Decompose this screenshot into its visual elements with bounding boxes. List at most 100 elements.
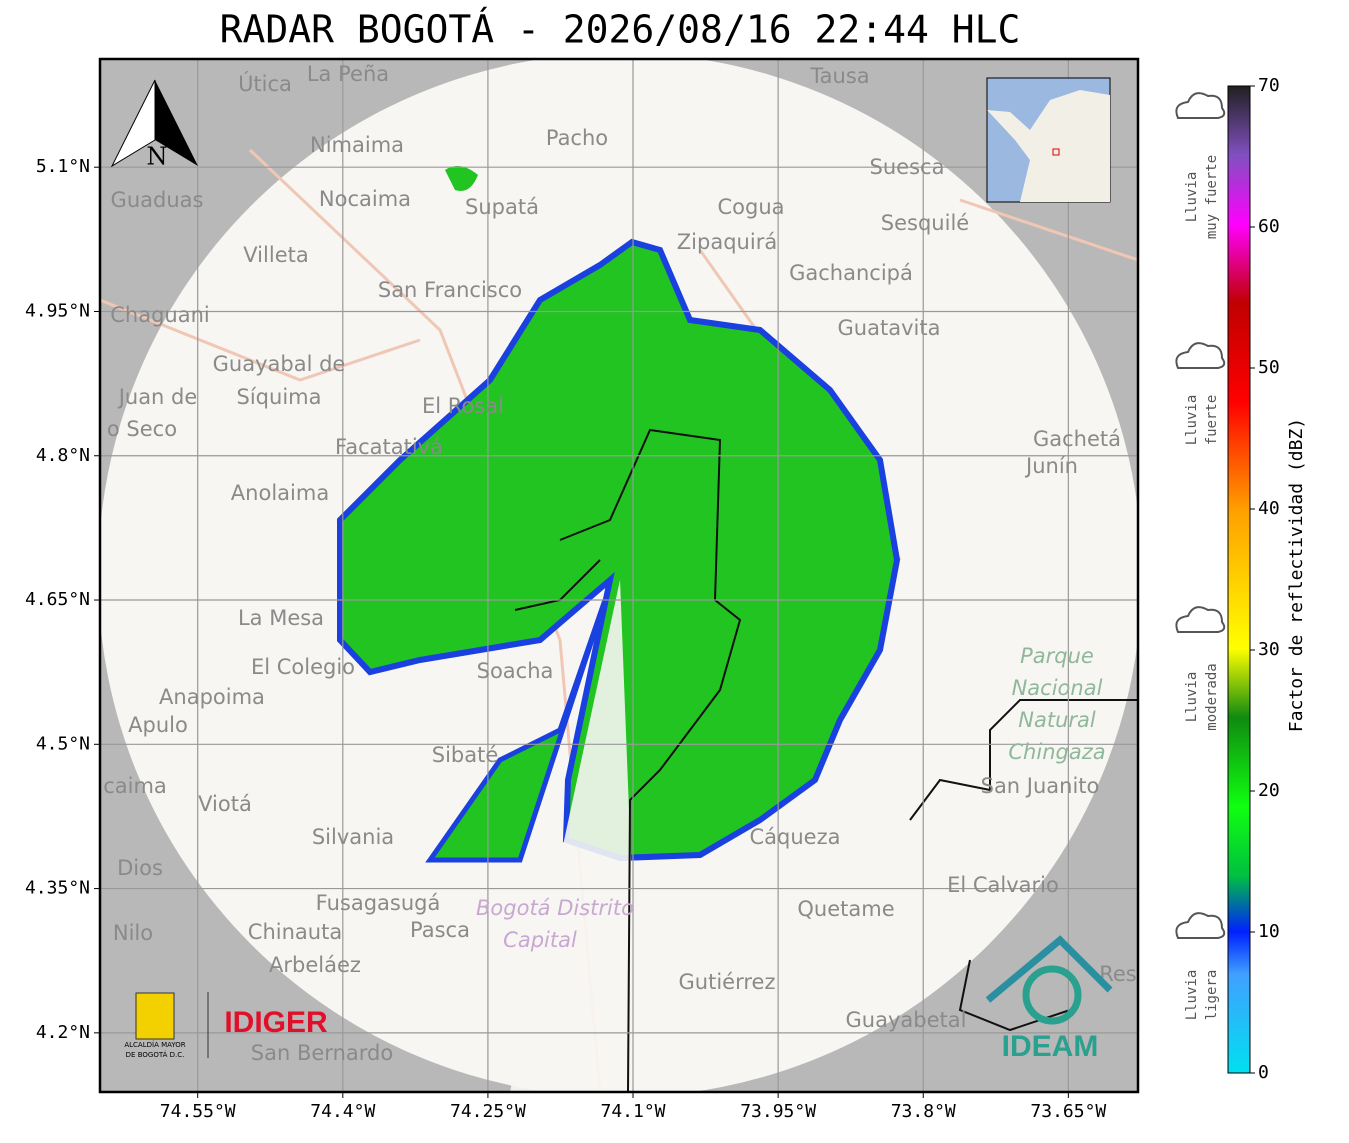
place-label: Anolaima (231, 481, 329, 505)
map-frame (98, 57, 1140, 1094)
places: La Peña Útica Tausa Pacho Nimaima Suesca Guadu… (103, 62, 1137, 1065)
place-label: Sesquilé (881, 211, 969, 235)
rain-label: Lluvia (1184, 970, 1200, 1021)
north-label: N (147, 143, 168, 171)
y-tick-label: 4.65°N (25, 589, 90, 610)
rain-label: muy fuerte (1204, 155, 1220, 239)
grid (100, 59, 1138, 1092)
inset-marker (1052, 148, 1060, 156)
alcaldia-text: ALCALDÍA MAYOR (124, 1040, 185, 1049)
alcaldia-text: DE BOGOTÁ D.C. (126, 1050, 185, 1059)
place-label: El Colegio (251, 655, 355, 679)
place-label: Sibaté (432, 743, 499, 767)
rain-label: fuerte (1204, 395, 1220, 446)
place-label: Silvania (312, 825, 394, 849)
park-label: Chingaza (1008, 740, 1105, 764)
place-label: San Juanito (981, 774, 1100, 798)
place-label: Guayabetal (846, 1008, 967, 1032)
place-label: Chaguani (110, 303, 210, 327)
place-label: Fusagasugá (316, 891, 441, 915)
district-label: Bogotá Distrito (476, 896, 634, 920)
place-label: Guaduas (111, 188, 204, 212)
axes: 74.55°W 74.4°W 74.25°W 74.1°W 73.95°W 73.8°W 7… (25, 156, 1106, 1122)
place-label: Cogua (717, 195, 784, 219)
place-label: Arbeláez (269, 953, 361, 977)
place-label: Facatativá (335, 435, 443, 459)
place-label: Suesca (870, 155, 945, 179)
ideam-logo: IDEAM (1002, 1030, 1099, 1063)
place-label: o Seco (107, 417, 177, 441)
place-label: Nimaima (310, 133, 404, 157)
place-label: Apulo (128, 713, 188, 737)
colorbar-tick-label: 20 (1258, 780, 1280, 801)
place-label: Viotá (198, 792, 252, 816)
place-label: Chinauta (248, 920, 342, 944)
x-tick-label: 73.8°W (891, 1101, 956, 1122)
place-label: Gachancipá (789, 261, 913, 285)
x-tick-label: 74.1°W (601, 1101, 666, 1122)
rain-label: moderada (1204, 663, 1220, 730)
place-label: Pasca (410, 918, 470, 942)
place-label: Guatavita (838, 316, 941, 340)
place-label: Tausa (809, 64, 869, 88)
park-label: Parque (1020, 644, 1094, 668)
place-label: San Francisco (378, 278, 522, 302)
colorbar-tick-label: 50 (1258, 357, 1280, 378)
inset-land (987, 90, 1110, 202)
title: RADAR BOGOTÁ - 2026/08/16 22:44 HLC (220, 8, 1021, 52)
idiger-logo: IDIGER (224, 1006, 328, 1039)
colorbar-tick-label: 60 (1258, 216, 1280, 237)
colorbar-label: Factor de reflectividad (dBZ) (1286, 418, 1307, 732)
x-tick-label: 73.65°W (1030, 1101, 1106, 1122)
place-label: Quetame (797, 897, 894, 921)
place-label: Gutiérrez (679, 970, 776, 994)
y-tick-label: 4.35°N (25, 878, 90, 899)
north-arrow (155, 80, 198, 166)
park-label: Nacional (1012, 676, 1103, 700)
place-label: Cáqueza (750, 825, 841, 849)
x-tick-label: 74.55°W (160, 1101, 236, 1122)
rain-label: Lluvia (1184, 672, 1200, 723)
radar-echo (337, 238, 901, 862)
place-label: Dios (117, 856, 163, 880)
rain-label: Lluvia (1184, 395, 1200, 446)
rain-icon (1175, 342, 1226, 369)
place-label: Zipaquirá (677, 230, 777, 254)
park-label: Natural (1018, 708, 1096, 732)
place-label: Nocaima (319, 187, 411, 211)
x-tick-label: 74.25°W (450, 1101, 526, 1122)
alcaldia-shield (135, 992, 175, 1040)
y-tick-label: 5.1°N (36, 156, 90, 177)
y-tick-label: 4.5°N (36, 733, 90, 754)
echo-gap (510, 580, 640, 1092)
place-label: Nilo (113, 921, 153, 945)
place-label: Útica (238, 71, 292, 96)
y-tick-label: 4.95°N (25, 300, 90, 321)
place-label: Juan de (117, 385, 198, 409)
place-label: Supatá (465, 195, 539, 219)
map: La Peña Útica Tausa Pacho Nimaima Suesca Guadu… (100, 59, 1138, 1092)
place-label: Guayabal de (213, 352, 346, 376)
ideam-swirl (1022, 965, 1082, 1025)
colorbar (1227, 85, 1251, 1074)
place-label: Gachetá (1033, 427, 1121, 451)
place-label: Soacha (477, 659, 554, 683)
y-tick-label: 4.2°N (36, 1022, 90, 1043)
colorbar-tick-label: 40 (1258, 498, 1280, 519)
ideam-roof (985, 935, 1113, 1003)
rain-icon (1175, 912, 1226, 939)
rain-label: Lluvia (1184, 172, 1200, 223)
colorbar-tick-label: 30 (1258, 639, 1280, 660)
place-label: La Peña (307, 62, 389, 86)
radar-echo (445, 166, 478, 191)
colorbar-tick-label: 70 (1258, 75, 1280, 96)
place-label: Anapoima (159, 685, 265, 709)
place-label: San Bernardo (251, 1041, 393, 1065)
place-label: Villeta (243, 243, 308, 267)
colorbar-tick-label: 10 (1258, 921, 1280, 942)
x-tick-label: 74.4°W (310, 1101, 375, 1122)
rain-label: ligera (1204, 970, 1220, 1021)
rain-icon (1175, 92, 1226, 119)
